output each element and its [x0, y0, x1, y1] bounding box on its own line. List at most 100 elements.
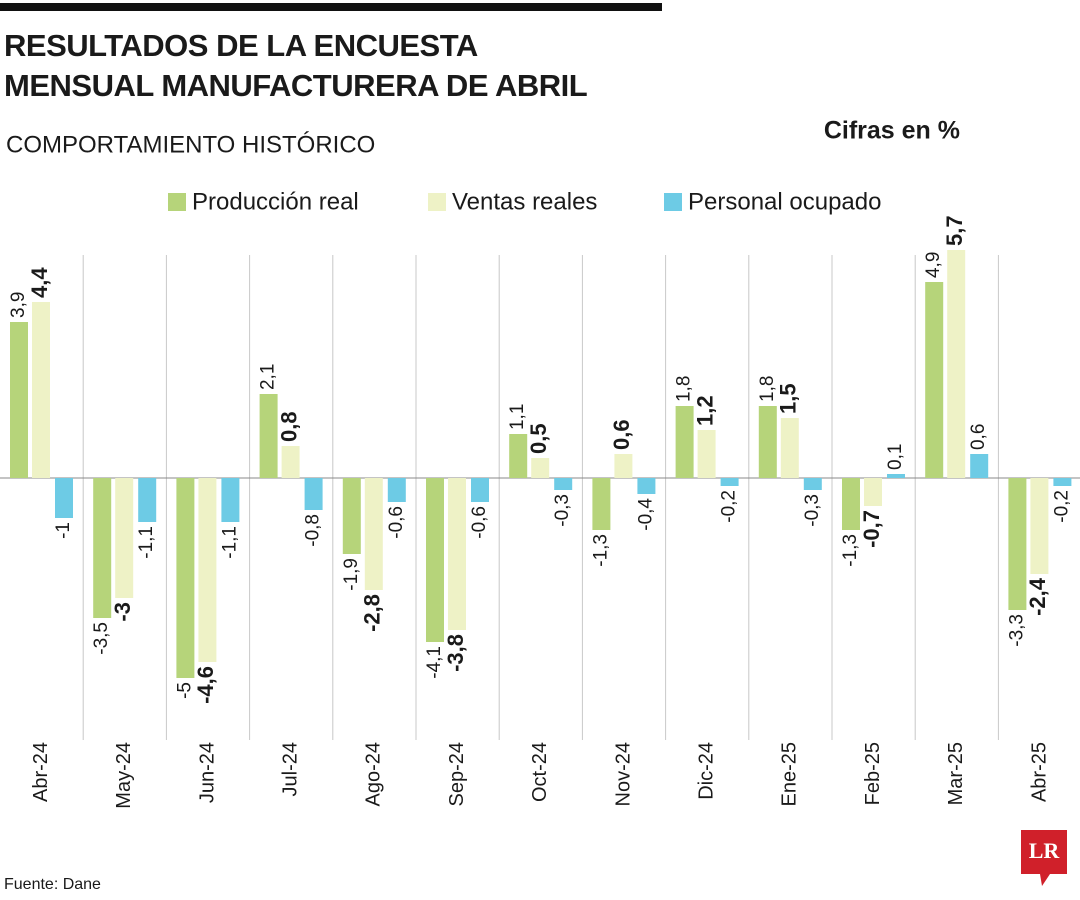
bar: [304, 478, 323, 510]
x-tick-label: Jul-24: [279, 742, 301, 796]
bar: [221, 478, 240, 522]
value-label: 0,6: [968, 424, 989, 450]
bar: [1053, 478, 1072, 486]
bar: [364, 478, 383, 590]
bar: [1008, 478, 1027, 610]
bar: [864, 478, 882, 506]
value-label: 3,9: [8, 292, 29, 318]
chart-title: RESULTADOS DE LA ENCUESTA: [4, 28, 478, 63]
value-label: -1: [53, 522, 74, 539]
legend-label: Personal ocupado: [688, 188, 881, 215]
value-label: -3: [110, 602, 135, 622]
logo-box: [1021, 830, 1067, 874]
legend-label: Producción real: [192, 188, 359, 215]
value-label: 0,6: [609, 419, 634, 450]
bar: [842, 478, 860, 530]
bar: [93, 478, 112, 618]
bar: [387, 478, 406, 502]
x-tick-label: Dic-24: [695, 742, 717, 800]
x-tick-label: Abr-25: [1028, 742, 1050, 802]
bar: [925, 282, 944, 478]
value-label: 0,8: [276, 411, 301, 442]
value-label: -0,4: [635, 498, 656, 531]
x-tick-label: Feb-25: [862, 742, 884, 805]
value-label: 5,7: [942, 215, 967, 246]
x-tick-label: Abr-24: [30, 742, 52, 802]
bar: [342, 478, 361, 554]
value-label: -1,3: [590, 534, 611, 567]
value-label: 1,5: [776, 383, 801, 414]
bar: [138, 478, 157, 522]
value-label: -3,3: [1006, 614, 1027, 647]
value-label: -0,6: [386, 506, 407, 539]
value-label: -1,1: [219, 526, 240, 559]
x-tick-label: Jun-24: [196, 742, 218, 803]
value-label: -1,9: [341, 558, 362, 591]
bar: [259, 394, 278, 478]
bar: [448, 478, 466, 630]
value-label: -1,1: [136, 526, 157, 559]
x-tick-label: Sep-24: [446, 742, 468, 807]
legend-swatch: [664, 193, 682, 211]
logo-text: LR: [1029, 838, 1061, 863]
bar: [509, 434, 528, 478]
logo: LR: [1021, 830, 1067, 886]
value-label: -1,3: [840, 534, 861, 567]
bar: [426, 478, 444, 642]
bar: [55, 478, 73, 518]
value-label: -3,5: [91, 622, 112, 655]
bar: [803, 478, 822, 490]
x-tick-label: Oct-24: [529, 742, 551, 802]
logo-tail: [1040, 874, 1050, 886]
value-label: -0,6: [469, 506, 490, 539]
bar: [947, 250, 966, 478]
bar: [780, 418, 799, 478]
x-tick-label: Ago-24: [363, 742, 385, 807]
value-label: -0,3: [552, 494, 573, 527]
legend-swatch: [428, 193, 446, 211]
bar: [531, 458, 550, 478]
value-label: -4,6: [193, 666, 218, 704]
value-label: 1,2: [692, 395, 717, 426]
bar: [32, 302, 50, 478]
unit-note: Cifras en %: [824, 117, 960, 145]
legend-label: Ventas reales: [452, 188, 597, 215]
bar: [1030, 478, 1049, 574]
value-label: -0,8: [303, 514, 324, 547]
value-label: -4,1: [424, 646, 445, 679]
legend-swatch: [168, 193, 186, 211]
value-label: -0,2: [1051, 490, 1072, 523]
bar: [281, 446, 300, 478]
bar: [720, 478, 739, 486]
subtitle: COMPORTAMIENTO HISTÓRICO: [6, 131, 375, 158]
x-tick-label: Ene-25: [779, 742, 801, 807]
bar: [675, 406, 694, 478]
value-label: 4,9: [923, 252, 944, 278]
value-label: 1,1: [507, 404, 528, 430]
value-label: -0,2: [719, 490, 740, 523]
value-label: 0,5: [526, 423, 551, 454]
top-rule: [0, 3, 662, 11]
value-label: -0,3: [802, 494, 823, 527]
bar: [592, 478, 611, 530]
value-label: -0,7: [859, 510, 884, 548]
bar: [637, 478, 656, 494]
x-tick-label: Mar-25: [945, 742, 967, 805]
value-label: 1,8: [674, 376, 695, 402]
value-label: -5: [174, 682, 195, 699]
bar: [758, 406, 777, 478]
bar: [115, 478, 134, 598]
value-label: -3,8: [443, 634, 468, 672]
value-label: -2,4: [1025, 577, 1050, 616]
bar: [697, 430, 716, 478]
value-label: 0,1: [885, 444, 906, 470]
value-label: 1,8: [757, 376, 778, 402]
bar: [471, 478, 489, 502]
chart-title: MENSUAL MANUFACTURERA DE ABRIL: [4, 68, 587, 103]
bar: [970, 454, 989, 478]
value-label: 2,1: [258, 364, 279, 390]
value-label: 4,4: [27, 267, 52, 298]
value-label: -2,8: [360, 594, 385, 632]
bar: [10, 322, 28, 478]
